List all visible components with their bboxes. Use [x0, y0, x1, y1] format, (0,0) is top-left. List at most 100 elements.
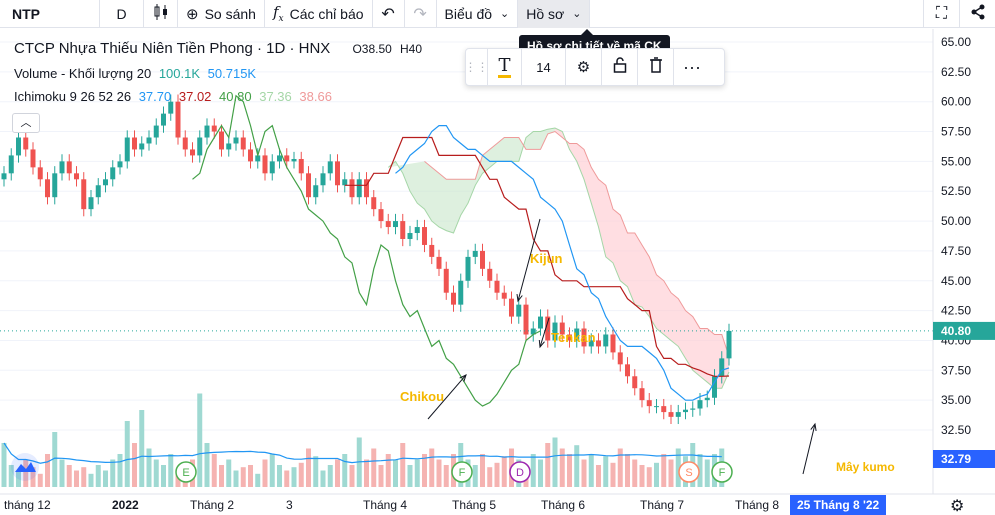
volume-bar [88, 473, 94, 487]
candle-body [342, 179, 348, 186]
candle-body [414, 227, 420, 234]
event-marker[interactable] [509, 461, 531, 483]
indicators-button[interactable]: fx Các chỉ báo [265, 0, 373, 28]
candle-body [726, 330, 732, 359]
crosshair-date-label: 25 Tháng 8 '22 [797, 498, 880, 512]
annotation-kijun-arrow-head [516, 294, 523, 303]
chart-menu-button[interactable]: Biểu đồ ⌄ [437, 0, 519, 28]
interval-button[interactable]: D [100, 0, 144, 28]
volume-bar [211, 454, 217, 487]
candle-body [37, 167, 43, 180]
volume-bar [124, 421, 130, 487]
price-axis-tick: 47.50 [941, 244, 971, 258]
fullscreen-button[interactable]: ⛶ [923, 0, 959, 28]
event-marker[interactable] [451, 461, 473, 483]
annotation-kumo-arrow [802, 423, 816, 475]
kumo-cloud-bull [388, 128, 555, 233]
volume-bar [704, 459, 710, 487]
span-b-line [424, 130, 730, 357]
annotation-tenkan-arrow [539, 317, 550, 348]
text-color-button[interactable]: T [488, 48, 522, 86]
candle-body [675, 412, 681, 417]
delete-button[interactable] [638, 48, 674, 86]
drag-handle[interactable]: ⋮⋮ [465, 48, 489, 86]
candle-body [443, 268, 449, 293]
annotation-kijun: Kijun [530, 251, 563, 266]
event-marker-label: E [182, 467, 189, 479]
price-chart[interactable]: Kijun Tenkan Chikou Mây kumo E F D S F 65.00 62.50… [0, 29, 995, 515]
candle-body [697, 400, 703, 409]
volume-bar [378, 465, 384, 487]
candle-body [81, 179, 87, 210]
candle-body [683, 409, 688, 413]
chevron-up-icon: ︿ [20, 117, 32, 129]
event-marker[interactable] [711, 461, 733, 483]
volume-bar [262, 459, 268, 487]
volume-label: Volume - Khối lượng 20 [14, 66, 152, 81]
font-size-select[interactable]: 14 [522, 48, 566, 86]
candle-body [23, 137, 29, 150]
undo-button[interactable]: ↶ [373, 0, 405, 28]
profile-menu-button[interactable]: Hồ sơ ⌄ [518, 0, 591, 28]
candle-body [190, 149, 195, 156]
annotation-kijun-arrow [517, 218, 541, 302]
volume-bar [168, 454, 174, 487]
candle-body [161, 113, 166, 126]
candle-body [646, 400, 652, 407]
candle-body [211, 125, 217, 132]
event-marker[interactable] [678, 461, 700, 483]
volume-bar [153, 459, 159, 487]
volume-value: 100.1K [158, 66, 201, 81]
volume-bar [45, 454, 50, 487]
candlestick-type-button[interactable] [144, 0, 178, 28]
candle-body [269, 161, 275, 174]
redo-button[interactable]: ↷ [405, 0, 437, 28]
chikou-line [192, 94, 541, 407]
chart-menu-label: Biểu đồ [444, 5, 493, 22]
volume-bar [95, 465, 101, 487]
volume-bar [66, 465, 72, 487]
candle-body [204, 125, 210, 138]
share-button[interactable] [959, 0, 995, 28]
volume-bar [494, 462, 500, 487]
compare-button[interactable]: ⊕ So sánh [178, 0, 265, 28]
lock-button[interactable] [602, 48, 638, 86]
price-axis-tick: 32.50 [941, 423, 971, 437]
candle-body [400, 221, 406, 239]
candle-body [704, 397, 710, 401]
volume-bar [625, 454, 630, 487]
candle-body [654, 406, 659, 408]
time-axis-tick: Tháng 2 [190, 498, 234, 512]
volume-bar [610, 462, 616, 487]
candle-body [385, 221, 391, 228]
price-axis-tick: 55.00 [941, 154, 971, 168]
candle-body [153, 125, 159, 138]
candle-body [364, 179, 369, 198]
function-icon: fx [272, 3, 284, 24]
chart-settings-icon: ⚙ [950, 498, 964, 515]
candle-body [168, 101, 174, 114]
volume-bar [443, 465, 449, 487]
volume-bar [567, 454, 572, 487]
volume-legend: Volume - Khối lượng 20 100.1K 50.715K [14, 66, 260, 81]
candle-body [95, 185, 101, 198]
volume-bar [335, 459, 340, 487]
volume-bar [248, 465, 253, 487]
kijun-line [344, 136, 730, 377]
volume-ma-label-bg [933, 450, 995, 468]
candle-body [639, 388, 645, 401]
volume-bar [588, 454, 594, 487]
price-axis-tick: 35.00 [941, 393, 971, 407]
candle-body [66, 161, 72, 174]
candle-body [668, 412, 674, 417]
event-marker[interactable] [175, 461, 197, 483]
candle-body [226, 143, 232, 150]
compare-label: So sánh [204, 5, 256, 22]
collapse-legend-button[interactable]: ︿ [12, 113, 40, 133]
settings-button[interactable]: ⚙ [566, 48, 602, 86]
candle-body [110, 167, 116, 180]
candle-body [530, 328, 536, 335]
more-button[interactable]: ··· [674, 48, 710, 86]
volume-bar [385, 454, 391, 487]
symbol-search-button[interactable]: NTP [0, 0, 100, 28]
